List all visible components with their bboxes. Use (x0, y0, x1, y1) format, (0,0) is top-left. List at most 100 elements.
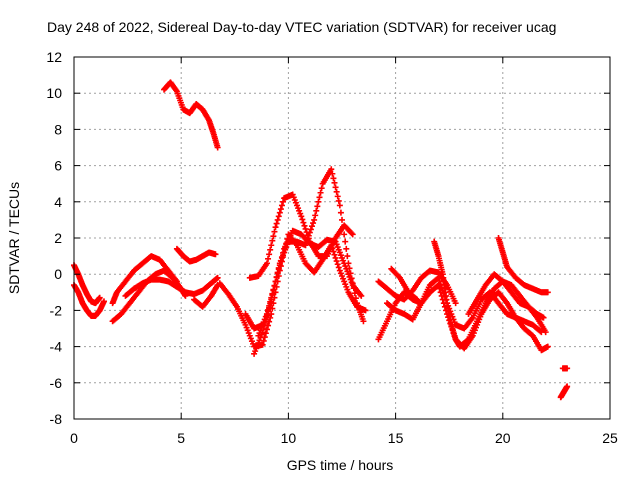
data-point (329, 170, 336, 177)
series-arc-12 (251, 166, 367, 357)
series-arc-20 (495, 235, 551, 296)
data-point (352, 295, 359, 302)
data-point (302, 225, 309, 232)
data-series (71, 79, 571, 401)
x-tick-label: 15 (388, 430, 404, 446)
data-point (544, 289, 551, 296)
data-point (266, 318, 273, 325)
series-arc-01 (71, 262, 103, 307)
data-point (271, 228, 278, 235)
data-point (270, 233, 277, 240)
data-point (333, 258, 340, 265)
data-point (340, 224, 347, 231)
series-arc-08 (191, 282, 221, 310)
series-arc-05 (122, 274, 221, 299)
series-arc-17 (388, 265, 421, 303)
data-point (313, 207, 320, 214)
data-point (348, 230, 355, 237)
data-point (337, 209, 344, 216)
data-point (274, 216, 281, 223)
data-point (303, 239, 310, 246)
data-point (464, 337, 471, 344)
data-point (315, 198, 322, 205)
data-point (305, 232, 312, 239)
series-arc-13 (242, 300, 275, 332)
data-point (414, 296, 421, 303)
series-arc-07 (161, 79, 221, 151)
data-point (540, 314, 547, 321)
y-tick-label: 12 (46, 49, 62, 65)
data-point (272, 278, 279, 285)
data-point (262, 330, 269, 337)
chart-title: Day 248 of 2022, Sidereal Day-to-day VTE… (47, 19, 556, 35)
series-arc-04 (109, 267, 189, 325)
data-point (331, 179, 338, 186)
data-point (348, 275, 355, 282)
data-point (544, 343, 551, 350)
y-tick-label: 10 (46, 85, 62, 101)
x-tick-label: 5 (177, 430, 185, 446)
data-point (304, 235, 311, 242)
data-point (300, 219, 307, 226)
data-point (537, 328, 544, 335)
data-point (332, 254, 339, 261)
data-point (263, 260, 270, 267)
series-arc-21 (559, 365, 571, 372)
series-arc-06 (173, 245, 219, 265)
data-point (299, 216, 306, 223)
data-point (306, 229, 313, 236)
data-point (269, 237, 276, 244)
data-point (328, 166, 335, 173)
y-tick-label: 2 (54, 230, 62, 246)
data-point (212, 251, 219, 258)
data-point (349, 280, 356, 287)
y-tick-label: -6 (50, 375, 63, 391)
data-point (335, 197, 342, 204)
data-point (263, 326, 270, 333)
grid-lines (74, 57, 610, 419)
data-point (274, 269, 281, 276)
data-point (308, 223, 315, 230)
x-tick-label: 10 (281, 430, 297, 446)
data-point (334, 261, 341, 268)
data-point (350, 285, 357, 292)
data-point (339, 216, 345, 223)
y-axis-ticks: -8 -6 -4 -2 0 2 4 6 8 10 12 (46, 49, 610, 427)
y-tick-label: 8 (54, 121, 62, 137)
data-point (268, 300, 275, 307)
data-point (351, 290, 358, 297)
data-point (452, 300, 459, 307)
data-point (346, 265, 353, 272)
data-point (278, 202, 285, 209)
y-tick-label: -8 (50, 411, 63, 427)
y-tick-label: 6 (54, 158, 62, 174)
data-point (267, 246, 274, 253)
data-point (335, 264, 342, 271)
data-point (259, 341, 266, 348)
x-tick-label: 25 (602, 430, 618, 446)
data-point (266, 251, 273, 258)
data-point (310, 220, 317, 227)
series-arc-03 (109, 253, 180, 307)
data-point (101, 298, 108, 305)
data-point (173, 87, 180, 94)
data-point (317, 189, 324, 196)
data-point (267, 314, 274, 321)
data-point (362, 307, 369, 314)
x-tick-label: 0 (70, 430, 78, 446)
data-point (271, 282, 278, 289)
y-axis-label: SDTVAR / TECUs (6, 182, 22, 294)
x-axis-label: GPS time / hours (287, 457, 394, 473)
data-point (273, 220, 280, 227)
data-point (345, 260, 352, 267)
y-tick-label: 0 (54, 266, 62, 282)
data-point (360, 318, 367, 325)
data-point (265, 255, 272, 262)
data-point (343, 245, 350, 252)
data-point (318, 185, 325, 192)
data-point (259, 329, 266, 336)
data-point (437, 281, 444, 288)
data-point (358, 292, 365, 299)
data-point (307, 226, 314, 233)
